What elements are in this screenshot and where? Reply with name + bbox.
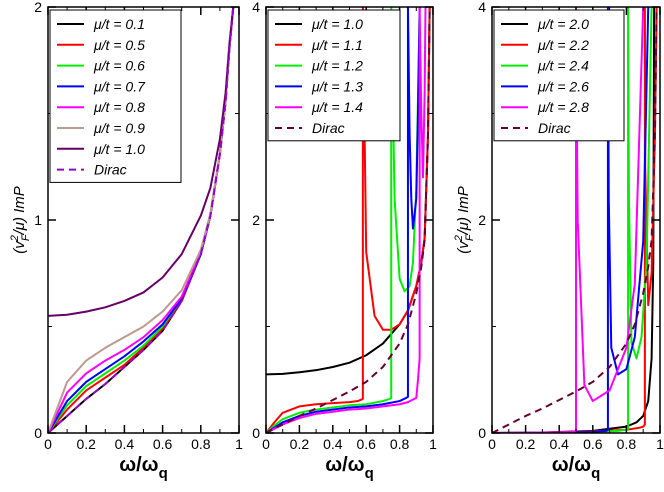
legend-label-2: μ/t = 2.4 [537, 58, 589, 74]
y-tick-label: 4 [478, 0, 486, 15]
series-group [48, 7, 235, 433]
x-tick-label: 0 [262, 436, 270, 452]
series-line-5 [492, 7, 658, 433]
y-axis-title: (v2F/μ) ImP [9, 186, 32, 254]
legend-label-0: μ/t = 0.1 [93, 16, 145, 32]
x-tick-label: 0.6 [153, 436, 173, 452]
x-tick-label: 0.4 [323, 436, 343, 452]
x-tick-label: 0.8 [390, 436, 410, 452]
y-tick-label: 2 [252, 212, 260, 228]
y-tick-label: 0 [478, 425, 486, 441]
x-tick-label: 0.8 [617, 436, 637, 452]
x-tick-label: 0 [488, 436, 496, 452]
x-tick-label: 0.6 [583, 436, 603, 452]
legend-label-5: Dirac [538, 120, 571, 136]
legend-label-6: μ/t = 1.0 [93, 141, 145, 157]
legend-label-4: μ/t = 2.8 [537, 99, 589, 115]
legend-label-5: Dirac [312, 120, 345, 136]
x-tick-label: 1 [429, 436, 437, 452]
y-tick-label: 4 [252, 0, 260, 15]
x-tick-label: 0.6 [356, 436, 376, 452]
y-tick-label: 2 [34, 0, 42, 15]
x-tick-label: 0.2 [290, 436, 310, 452]
legend-label-7: Dirac [94, 162, 127, 178]
series-line-2 [266, 7, 421, 433]
legend: μ/t = 2.0 μ/t = 2.2 μ/t = 2.4 μ/t = 2.6 μ/t … [493, 9, 625, 142]
x-tick-label: 1 [235, 436, 243, 452]
series-line-5 [266, 7, 431, 433]
legend-label-3: μ/t = 1.3 [311, 78, 363, 94]
legend-label-3: μ/t = 0.7 [93, 78, 146, 94]
legend-label-1: μ/t = 0.5 [93, 37, 145, 53]
legend-box [49, 9, 182, 183]
series-line-4 [492, 7, 645, 433]
legend-label-2: μ/t = 1.2 [311, 58, 363, 74]
legend-label-0: μ/t = 2.0 [537, 16, 589, 32]
x-tick-label: 0 [44, 436, 52, 452]
x-tick-label: 0.2 [516, 436, 536, 452]
legend: μ/t = 1.0 μ/t = 1.1 μ/t = 1.2 μ/t = 1.3 μ/t … [267, 9, 401, 142]
y-tick-label: 2 [478, 212, 486, 228]
legend-label-2: μ/t = 0.6 [93, 58, 145, 74]
y-tick-label: 1 [34, 212, 42, 228]
y-tick-label: 0 [252, 425, 260, 441]
x-axis-title: ω/ωq [552, 454, 601, 482]
panel-right: 0 0.2 0.4 0.6 0.8 1 0 2 4 ω/ωq (v2F/μ) ImP μ/t = 2.… [453, 0, 664, 482]
y-axis-title: (v2F/μ) ImP [453, 186, 476, 254]
x-axis-title: ω/ωq [119, 454, 168, 482]
series-line-7 [48, 7, 235, 433]
x-tick-label: 0.8 [191, 436, 211, 452]
series-line-6 [48, 7, 235, 317]
legend-label-1: μ/t = 1.1 [311, 37, 363, 53]
series-group [266, 7, 431, 433]
legend-label-5: μ/t = 0.9 [93, 120, 145, 136]
legend-box [493, 9, 625, 142]
x-axis-title: ω/ωq [325, 454, 374, 482]
x-tick-label: 0.4 [115, 436, 135, 452]
legend-label-4: μ/t = 1.4 [311, 99, 363, 115]
legend-label-0: μ/t = 1.0 [311, 16, 363, 32]
panel-left: 0 0.2 0.4 0.6 0.8 1 0 1 2 ω/ωq (v2F/μ) ImP μ/t = 0.… [9, 0, 243, 482]
legend: μ/t = 0.1 μ/t = 0.5 μ/t = 0.6 μ/t = 0.7 μ/t … [49, 9, 182, 183]
x-tick-label: 0.4 [549, 436, 569, 452]
legend-label-1: μ/t = 2.2 [537, 37, 589, 53]
x-tick-label: 1 [656, 436, 664, 452]
legend-box [267, 9, 401, 142]
x-tick-label: 0.2 [76, 436, 96, 452]
series-line-4 [266, 7, 427, 433]
legend-label-4: μ/t = 0.8 [93, 99, 145, 115]
legend-label-3: μ/t = 2.6 [537, 78, 589, 94]
y-tick-label: 0 [34, 425, 42, 441]
